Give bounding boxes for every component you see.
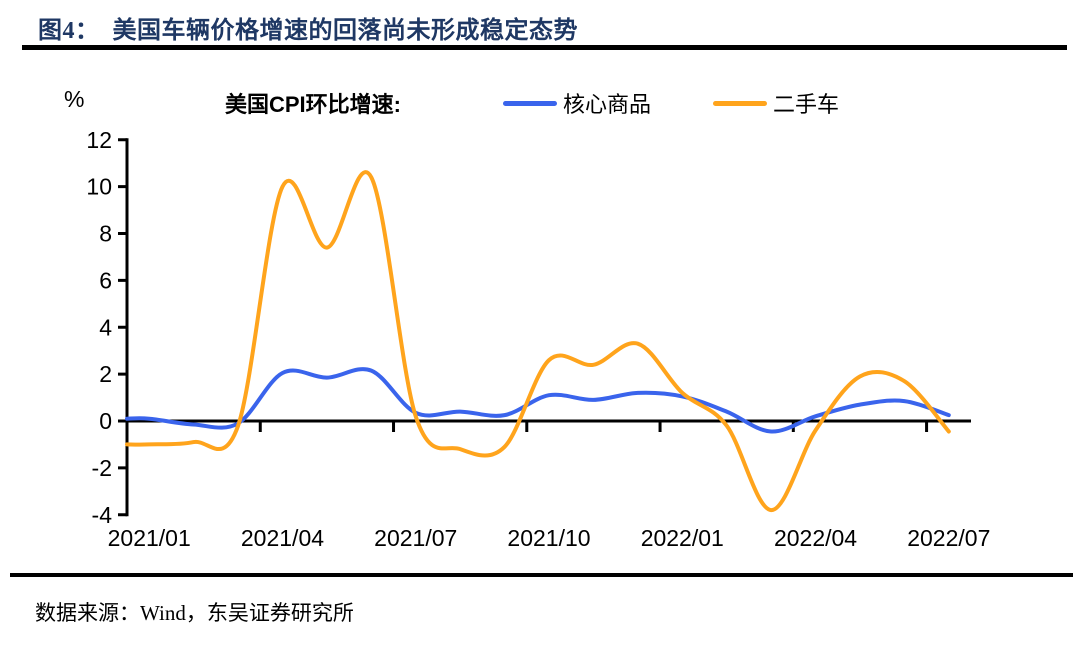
y-tick-label: 4 [99, 314, 112, 340]
x-axis: 2021/01 2021/04 2021/07 2021/10 2022/01 2022/… [108, 419, 990, 551]
legend-line-swatch-used-cars [713, 100, 767, 106]
legend-item-used-cars: 二手车 [713, 87, 839, 119]
x-tick-label: 2022/01 [641, 525, 724, 551]
series-line-核心商品 [125, 367, 951, 434]
y-tick-label: -2 [92, 455, 112, 481]
y-tick-label: 12 [86, 127, 112, 153]
legend-title: 美国CPI环比增速: [225, 92, 402, 117]
x-tick-label: 2021/04 [241, 525, 324, 551]
y-axis: 12 10 8 6 4 2 0 -2 -4 [86, 127, 129, 528]
y-axis-unit-label: % [64, 86, 85, 112]
x-tick-label: 2022/07 [907, 525, 990, 551]
y-tick-label: 2 [99, 361, 112, 387]
legend-label-used-cars: 二手车 [773, 92, 840, 117]
y-tick-label: 0 [99, 408, 112, 434]
x-tick-label: 2022/04 [774, 525, 857, 551]
footer-divider-line [10, 573, 1073, 577]
series-line-二手车 [125, 170, 951, 513]
y-tick-label: 6 [99, 267, 112, 293]
legend-line-swatch-core-goods [503, 100, 557, 106]
x-tick-label: 2021/01 [108, 525, 191, 551]
x-tick-label: 2021/10 [507, 525, 590, 551]
figure-title: 图4： 美国车辆价格增速的回落尚未形成稳定态势 [38, 18, 578, 44]
legend-item-core-goods: 核心商品 [503, 87, 651, 119]
y-tick-label: 10 [86, 174, 112, 200]
y-tick-label: 8 [99, 221, 112, 247]
x-tick-label: 2021/07 [374, 525, 457, 551]
y-tick-label: -4 [92, 502, 113, 528]
title-divider-line [22, 45, 1067, 50]
legend-label-core-goods: 核心商品 [563, 92, 652, 117]
data-source-note: 数据来源：Wind，东吴证券研究所 [35, 601, 354, 625]
